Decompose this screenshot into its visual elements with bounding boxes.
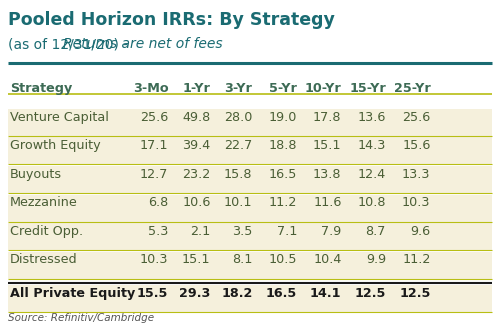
Text: Credit Opp.: Credit Opp. bbox=[10, 225, 84, 238]
Text: 15.1: 15.1 bbox=[313, 139, 342, 152]
Bar bbox=[8, 223, 492, 250]
Bar bbox=[8, 252, 492, 279]
Text: Growth Equity: Growth Equity bbox=[10, 139, 101, 152]
Text: 10.3: 10.3 bbox=[140, 254, 168, 267]
Text: 13.8: 13.8 bbox=[313, 168, 342, 181]
Text: Source: Refinitiv/Cambridge: Source: Refinitiv/Cambridge bbox=[8, 313, 154, 323]
Text: 28.0: 28.0 bbox=[224, 111, 252, 124]
Text: 13.3: 13.3 bbox=[402, 168, 430, 181]
Text: Buyouts: Buyouts bbox=[10, 168, 62, 181]
Text: 15.5: 15.5 bbox=[137, 287, 168, 300]
Text: 12.5: 12.5 bbox=[354, 287, 386, 300]
Text: 16.5: 16.5 bbox=[266, 287, 297, 300]
Text: 17.8: 17.8 bbox=[313, 111, 342, 124]
Text: 6.8: 6.8 bbox=[148, 196, 169, 209]
Text: 7.1: 7.1 bbox=[276, 225, 297, 238]
Text: 10.1: 10.1 bbox=[224, 196, 252, 209]
Text: 5.3: 5.3 bbox=[148, 225, 169, 238]
Text: 9.6: 9.6 bbox=[410, 225, 430, 238]
Text: 12.7: 12.7 bbox=[140, 168, 168, 181]
Text: 10-Yr: 10-Yr bbox=[304, 82, 342, 95]
Text: 10.8: 10.8 bbox=[358, 196, 386, 209]
Text: 17.1: 17.1 bbox=[140, 139, 168, 152]
Bar bbox=[8, 195, 492, 221]
Text: 22.7: 22.7 bbox=[224, 139, 252, 152]
Text: 39.4: 39.4 bbox=[182, 139, 210, 152]
Text: 3-Yr: 3-Yr bbox=[224, 82, 252, 95]
Text: Strategy: Strategy bbox=[10, 82, 72, 95]
Bar bbox=[8, 285, 492, 312]
Text: Venture Capital: Venture Capital bbox=[10, 111, 109, 124]
Text: 15.1: 15.1 bbox=[182, 254, 210, 267]
Text: 23.2: 23.2 bbox=[182, 168, 210, 181]
Text: 15.8: 15.8 bbox=[224, 168, 252, 181]
Text: 10.3: 10.3 bbox=[402, 196, 430, 209]
Text: 14.3: 14.3 bbox=[358, 139, 386, 152]
Text: 3.5: 3.5 bbox=[232, 225, 252, 238]
Text: 16.5: 16.5 bbox=[268, 168, 297, 181]
Text: 14.1: 14.1 bbox=[310, 287, 342, 300]
Text: 10.5: 10.5 bbox=[268, 254, 297, 267]
Text: 18.8: 18.8 bbox=[268, 139, 297, 152]
Text: 12.4: 12.4 bbox=[358, 168, 386, 181]
Text: 5-Yr: 5-Yr bbox=[269, 82, 297, 95]
Text: 15.6: 15.6 bbox=[402, 139, 430, 152]
Text: Pooled Horizon IRRs: By Strategy: Pooled Horizon IRRs: By Strategy bbox=[8, 11, 334, 29]
Text: 13.6: 13.6 bbox=[358, 111, 386, 124]
Text: 29.3: 29.3 bbox=[179, 287, 210, 300]
Bar bbox=[8, 137, 492, 164]
Text: 8.1: 8.1 bbox=[232, 254, 252, 267]
Text: 25.6: 25.6 bbox=[140, 111, 168, 124]
Text: 11.2: 11.2 bbox=[268, 196, 297, 209]
Text: 12.5: 12.5 bbox=[399, 287, 430, 300]
Text: Mezzanine: Mezzanine bbox=[10, 196, 78, 209]
Text: 25.6: 25.6 bbox=[402, 111, 430, 124]
Text: 8.7: 8.7 bbox=[366, 225, 386, 238]
Text: 18.2: 18.2 bbox=[221, 287, 252, 300]
Text: 10.4: 10.4 bbox=[313, 254, 342, 267]
Bar bbox=[8, 109, 492, 136]
Text: 11.2: 11.2 bbox=[402, 254, 430, 267]
Text: 19.0: 19.0 bbox=[268, 111, 297, 124]
Text: 25-Yr: 25-Yr bbox=[394, 82, 430, 95]
Text: 49.8: 49.8 bbox=[182, 111, 210, 124]
Text: All Private Equity: All Private Equity bbox=[10, 287, 136, 300]
Text: Returns are net of fees: Returns are net of fees bbox=[63, 37, 222, 51]
Text: 2.1: 2.1 bbox=[190, 225, 210, 238]
Bar bbox=[8, 166, 492, 193]
Text: 10.6: 10.6 bbox=[182, 196, 210, 209]
Text: Distressed: Distressed bbox=[10, 254, 78, 267]
Text: 15-Yr: 15-Yr bbox=[349, 82, 386, 95]
Text: 7.9: 7.9 bbox=[321, 225, 342, 238]
Text: 3-Mo: 3-Mo bbox=[133, 82, 168, 95]
Text: 9.9: 9.9 bbox=[366, 254, 386, 267]
Text: 1-Yr: 1-Yr bbox=[182, 82, 210, 95]
Text: (as of 12/31/20) -: (as of 12/31/20) - bbox=[8, 37, 132, 51]
Text: 11.6: 11.6 bbox=[313, 196, 342, 209]
